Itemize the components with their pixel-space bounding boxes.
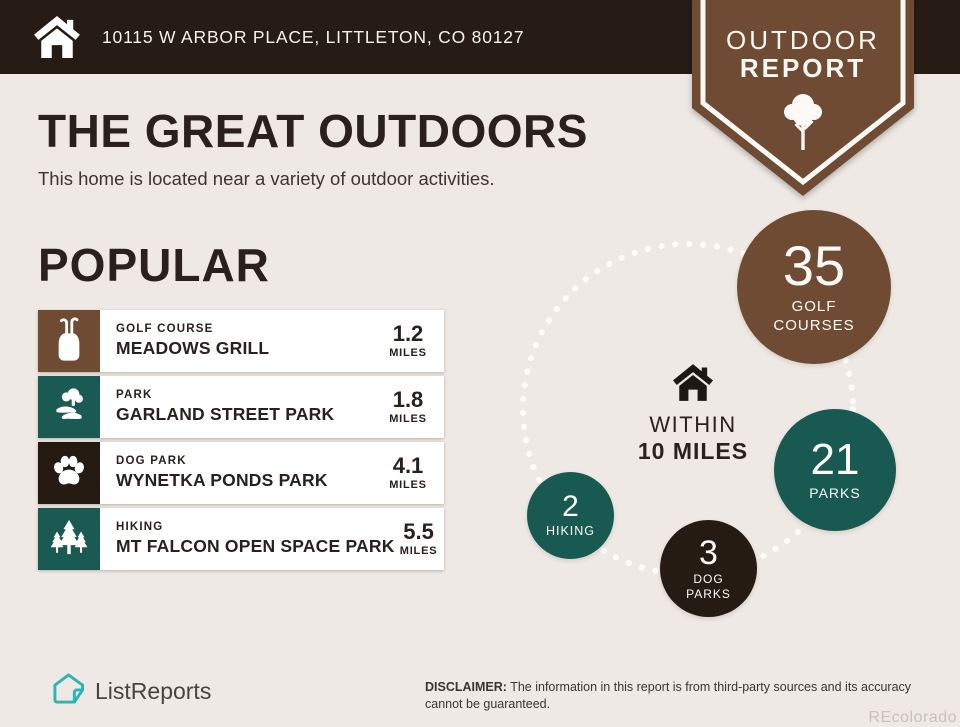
distance-unit: MILES: [399, 545, 438, 557]
disclaimer-text: The information in this report is from t…: [425, 680, 912, 711]
disclaimer-label: DISCLAIMER:: [425, 680, 507, 694]
poi-name: WYNETKA PONDS PARK: [116, 470, 328, 490]
stat-value: 35: [782, 234, 846, 298]
page-subtitle: This home is located near a variety of o…: [38, 168, 495, 189]
poi-category: DOG PARK: [116, 455, 187, 467]
stat-label: HIKING: [545, 523, 596, 538]
popular-section-heading: POPULAR: [38, 239, 270, 291]
list-item-golf-course: GOLF COURSE MEADOWS GRILL 1.2 MILES: [38, 310, 444, 372]
tree-icon: [781, 92, 825, 155]
radius-label-miles: 10 MILES: [637, 438, 749, 464]
poi-category: PARK: [116, 389, 153, 401]
stat-circle-dog-parks: 3 DOG PARKS: [660, 520, 757, 617]
poi-name: MT FALCON OPEN SPACE PARK: [116, 536, 395, 556]
poi-text: DOG PARK WYNETKA PONDS PARK: [100, 442, 384, 504]
poi-name: GARLAND STREET PARK: [116, 404, 335, 424]
radius-center: WITHIN 10 MILES: [613, 364, 773, 463]
poi-category: HIKING: [116, 521, 164, 533]
disclaimer: DISCLAIMER: The information in this repo…: [425, 679, 930, 713]
stat-label: GOLF COURSES: [773, 298, 855, 334]
stat-circle-golf-courses: 35 GOLF COURSES: [737, 210, 891, 364]
house-icon-center: [673, 364, 713, 406]
distance-unit: MILES: [389, 479, 427, 491]
poi-text: GOLF COURSE MEADOWS GRILL: [100, 310, 384, 372]
popular-list: GOLF COURSE MEADOWS GRILL 1.2 MILES: [38, 310, 444, 574]
poi-distance: 5.5 MILES: [395, 508, 443, 570]
property-address: 10115 W ARBOR PLACE, LITTLETON, CO 80127: [102, 26, 525, 47]
distance-value: 1.2: [392, 321, 424, 346]
recolorado-watermark: REcolorado: [868, 709, 957, 726]
badge-title-line2: REPORT: [739, 53, 867, 83]
brand-name: ListReports: [95, 677, 212, 704]
distance-value: 5.5: [403, 519, 434, 544]
radius-label-within: WITHIN: [649, 412, 737, 437]
brand-lockup: ListReports: [52, 672, 211, 710]
poi-distance: 1.8 MILES: [384, 376, 432, 438]
outdoor-report-badge: OUTDOOR REPORT: [692, 0, 914, 202]
stat-value: 2: [562, 489, 579, 523]
list-item-park: PARK GARLAND STREET PARK 1.8 MILES: [38, 376, 444, 438]
distance-value: 1.8: [392, 387, 424, 412]
pine-trees-icon: [50, 519, 88, 560]
park-icon-box: [38, 376, 100, 438]
golf-bag-icon: [53, 316, 85, 366]
poi-text: HIKING MT FALCON OPEN SPACE PARK: [100, 508, 395, 570]
distance-unit: MILES: [389, 347, 427, 359]
dog-park-icon-box: [38, 442, 100, 504]
listreports-logo-icon: [52, 672, 85, 710]
list-item-dog-park: DOG PARK WYNETKA PONDS PARK 4.1 MILES: [38, 442, 444, 504]
poi-name: MEADOWS GRILL: [116, 338, 270, 358]
badge-title-line1: OUTDOOR: [726, 25, 880, 55]
paw-icon: [51, 454, 87, 492]
stat-circle-hiking: 2 HIKING: [527, 472, 614, 559]
page-title: THE GREAT OUTDOORS: [38, 105, 588, 157]
stat-label: DOG PARKS: [686, 571, 731, 601]
distance-unit: MILES: [389, 413, 427, 425]
golf-icon-box: [38, 310, 100, 372]
list-item-hiking: HIKING MT FALCON OPEN SPACE PARK 5.5 MIL…: [38, 508, 444, 570]
stat-value: 21: [810, 434, 860, 484]
park-path-icon: [51, 387, 87, 428]
distance-value: 4.1: [392, 453, 424, 478]
house-icon: [34, 16, 80, 58]
poi-distance: 1.2 MILES: [384, 310, 432, 372]
stat-circle-parks: 21 PARKS: [774, 409, 896, 531]
poi-category: GOLF COURSE: [116, 323, 214, 335]
poi-text: PARK GARLAND STREET PARK: [100, 376, 384, 438]
hiking-icon-box: [38, 508, 100, 570]
stat-value: 3: [699, 533, 718, 572]
stat-label: PARKS: [809, 484, 861, 501]
poi-distance: 4.1 MILES: [384, 442, 432, 504]
